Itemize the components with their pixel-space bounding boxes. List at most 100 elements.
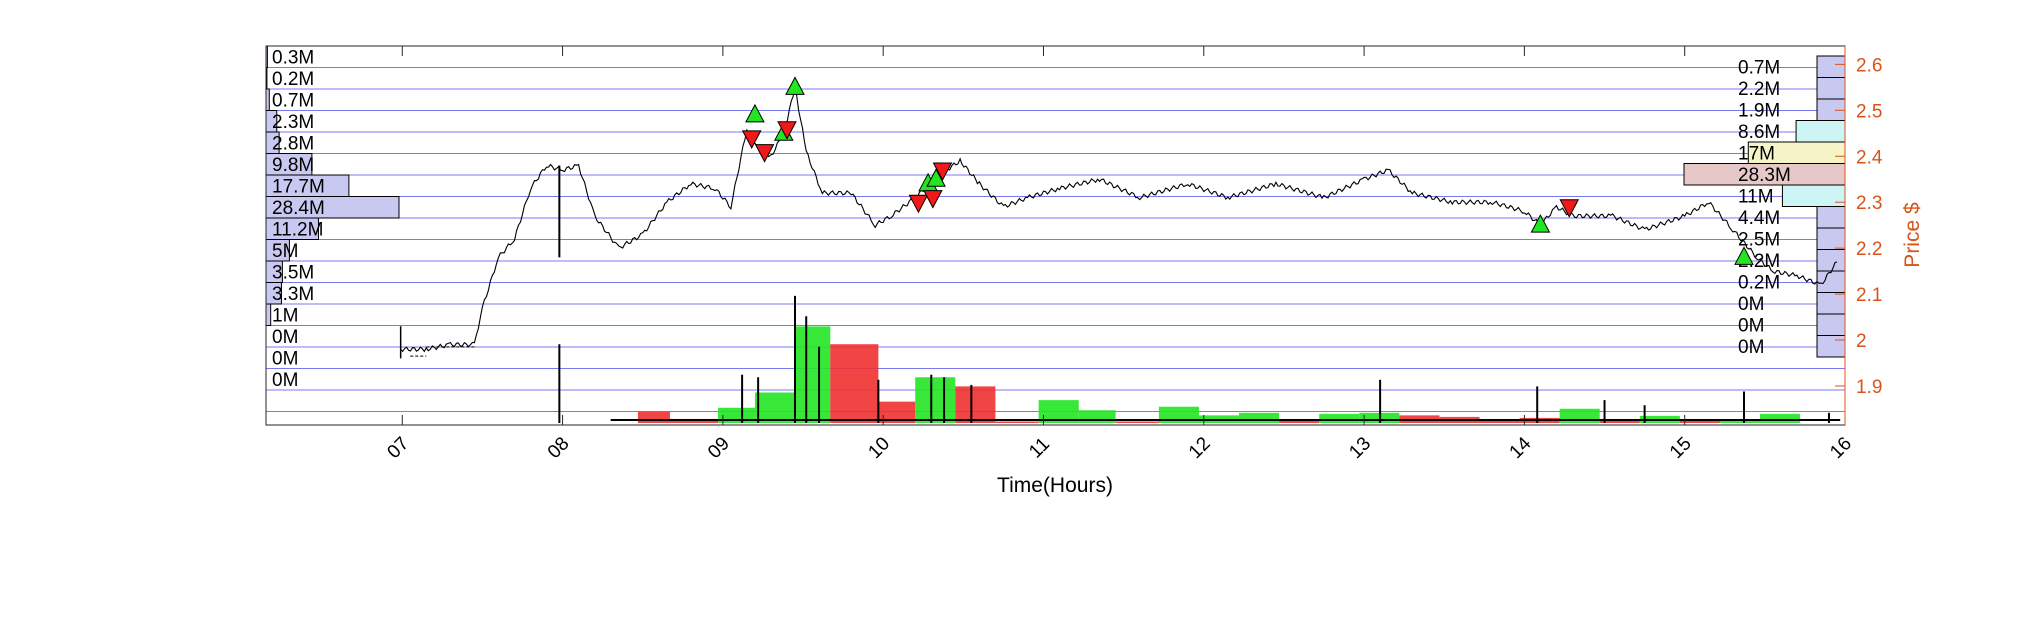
volume-block (915, 377, 956, 423)
sell-signal-marker (741, 130, 762, 149)
volume-profile-left: 0.3M0.2M0.7M2.3M2.8M9.8M17.7M28.4M11.2M5… (265, 45, 400, 391)
volume-block (637, 411, 670, 423)
volume-profile-bar-left (265, 303, 272, 326)
sell-signal-marker (908, 194, 929, 214)
volume-profile-label-left: 0M (272, 349, 298, 370)
volume-profile-label-right: 28.3M (1738, 165, 1791, 186)
horizontal-bin-lines (266, 45, 1845, 412)
volume-blocks (637, 326, 1801, 423)
volume-profile-label-left: 0.7M (272, 91, 314, 112)
x-tick-label: 10 (864, 433, 894, 463)
volume-block (1239, 412, 1280, 423)
volume-block (830, 344, 879, 423)
volume-block (1158, 406, 1199, 423)
price-series (399, 85, 1838, 359)
buy-signal-marker (1530, 214, 1551, 233)
volume-profile-label-right: 2.5M (1738, 230, 1780, 251)
volume-profile-label-left: 0.3M (272, 48, 314, 69)
volume-profile-bar-right (1816, 270, 1846, 293)
buy-signal-marker (745, 103, 765, 123)
volume-profile-label-right: 4.4M (1738, 208, 1780, 229)
volume-profile-bar-right (1816, 313, 1846, 336)
volume-block (754, 392, 796, 423)
y-tick-label: 2 (1856, 331, 1867, 352)
volume-profile-label-right: 11M (1738, 187, 1774, 208)
x-tick-label: 13 (1345, 433, 1375, 463)
volume-block (1599, 419, 1640, 423)
volume-profile-label-left: 1M (272, 306, 298, 327)
volume-profile-label-left: 2.8M (272, 134, 314, 155)
y-tick-label: 1.9 (1856, 377, 1882, 398)
volume-profile-bar-right (1795, 120, 1846, 143)
x-tick-label: 15 (1666, 433, 1696, 463)
y-tick-label: 2.1 (1856, 285, 1882, 306)
volume-block (1679, 420, 1720, 423)
price-line (400, 85, 1838, 353)
volume-block (878, 401, 916, 423)
volume-block (1719, 420, 1761, 423)
sell-signal-marker (1559, 199, 1580, 218)
volume-profile-label-right: 0M (1738, 294, 1764, 315)
sell-signal-marker (923, 190, 943, 209)
volume-block (995, 421, 1039, 423)
x-tick-label: 08 (544, 433, 574, 463)
volume-profile-label-right: 8.6M (1738, 122, 1780, 143)
volume-profile-label-left: 3.3M (272, 284, 314, 305)
trade-signals (741, 76, 1754, 265)
volume-block (1038, 400, 1079, 423)
x-tick-label: 07 (383, 433, 413, 463)
sell-signal-marker (932, 162, 953, 182)
volume-spikes (558, 295, 1841, 423)
volume-block (1115, 421, 1159, 423)
volume-block (1760, 413, 1801, 423)
y-tick-label: 2.4 (1856, 147, 1883, 168)
volume-block (1078, 410, 1116, 423)
volume-profile-bar-right (1816, 335, 1846, 358)
volume-profile-label-left: 0.2M (272, 69, 314, 90)
y-axis-right: 1.9 2 2.1 2.2 2.3 2.4 2.5 2.6 (1835, 46, 1883, 425)
sell-signal-marker (777, 121, 797, 140)
volume-block (1479, 419, 1520, 423)
volume-profile-label-right: 2.2M (1738, 79, 1780, 100)
volume-profile-bar-right (1816, 206, 1846, 229)
volume-profile-label-left: 2.3M (272, 112, 314, 133)
volume-profile-label-right: 0M (1738, 337, 1764, 358)
volume-profile-label-right: 0M (1738, 316, 1764, 337)
volume-profile-label-right: 1.9M (1738, 101, 1780, 122)
y-tick-label: 2.3 (1856, 193, 1882, 214)
volume-profile-label-left: 0M (272, 370, 298, 391)
volume-profile-bar-right (1816, 98, 1846, 121)
x-tick-label: 12 (1185, 433, 1215, 463)
volume-profile-label-left: 9.8M (272, 155, 314, 176)
volume-profile-right: 0.7M2.2M1.9M8.6M17M28.3M11M4.4M2.5M2.2M0… (1683, 55, 1846, 358)
volume-block (795, 326, 831, 423)
volume-profile-bar-right (1816, 292, 1846, 315)
volume-block (1319, 413, 1360, 423)
volume-profile-bar-right (1816, 249, 1846, 272)
buy-signal-marker (1734, 246, 1754, 265)
y-tick-label: 2.5 (1856, 101, 1882, 122)
volume-profile-bar-right (1816, 77, 1846, 100)
buy-signal-marker (785, 76, 805, 95)
y-axis-title-right: Price $ (1901, 202, 1924, 268)
volume-profile-label-left: 28.4M (272, 198, 325, 219)
volume-profile-label-left: 0M (272, 327, 298, 348)
volume-block (955, 386, 996, 423)
volume-profile-bar-right (1816, 227, 1846, 250)
x-axis-title: Time(Hours) (997, 474, 1113, 497)
volume-profile-label-right: 0.2M (1738, 273, 1780, 294)
x-axis: 07 08 09 10 11 12 13 14 15 16 (383, 46, 1856, 463)
volume-profile-label-right: 17M (1738, 144, 1775, 165)
sell-signal-marker (754, 144, 775, 163)
y-tick-label: 2.2 (1856, 239, 1882, 260)
volume-profile-label-left: 17.7M (272, 177, 325, 198)
volume-profile-label-left: 5M (272, 241, 298, 262)
volume-profile-label-left: 11.2M (272, 220, 323, 241)
volume-block (1279, 420, 1320, 423)
buy-signal-marker (926, 168, 946, 187)
x-tick-label: 09 (704, 433, 734, 463)
volume-profile-bar-right (1781, 184, 1846, 207)
volume-profile-label-right: 0.7M (1738, 58, 1780, 79)
y-tick-label: 2.6 (1856, 55, 1882, 76)
